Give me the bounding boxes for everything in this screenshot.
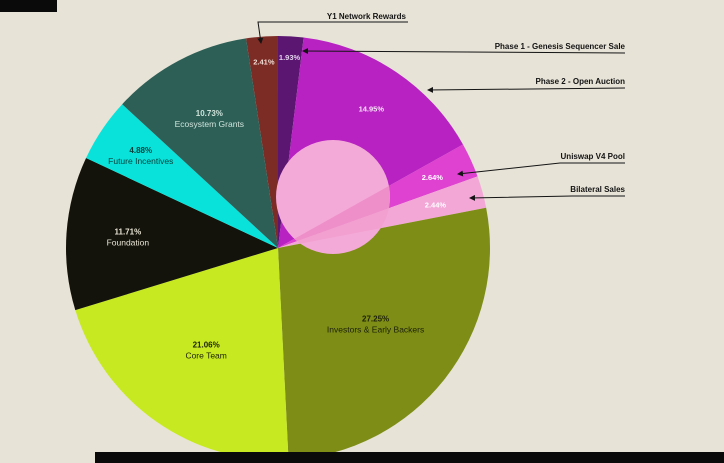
slice-percent-label: 27.25% bbox=[362, 315, 389, 324]
slice-percent-label: 21.06% bbox=[193, 340, 220, 349]
slice-percent-label: 4.88% bbox=[129, 146, 152, 155]
callout-label-uniswap-v4-pool: Uniswap V4 Pool bbox=[561, 152, 625, 161]
slice-percent-label: 2.44% bbox=[425, 200, 447, 209]
slice-percent-label: 2.64% bbox=[422, 173, 444, 182]
slice-name-label: Foundation bbox=[107, 237, 150, 247]
pie-slice-investors-early-backers[interactable] bbox=[278, 207, 490, 460]
callout-label-phase-2-open-auction: Phase 2 - Open Auction bbox=[536, 77, 626, 86]
pie-slice-core-team[interactable] bbox=[75, 248, 289, 461]
screen-bottom-bar bbox=[95, 452, 724, 463]
slice-percent-label: 11.71% bbox=[115, 227, 142, 236]
slice-percent-label: 10.73% bbox=[196, 109, 223, 118]
pie-slice-foundation[interactable] bbox=[66, 157, 278, 311]
callout-line-bilateral-sales bbox=[469, 194, 625, 201]
callout-label-phase-1-genesis-sequencer-sale: Phase 1 - Genesis Sequencer Sale bbox=[495, 42, 626, 51]
pie-slice-ecosystem-grants[interactable] bbox=[122, 38, 279, 249]
pie-slice-future-incentives[interactable] bbox=[86, 104, 278, 248]
callout-label-bilateral-sales: Bilateral Sales bbox=[570, 185, 625, 194]
callout-label-y1-network-rewards: Y1 Network Rewards bbox=[327, 12, 407, 21]
callout-line-phase-1-genesis-sequencer-sale bbox=[302, 48, 626, 55]
slice-percent-label: 1.93% bbox=[279, 53, 301, 62]
callout-line-y1-network-rewards bbox=[257, 21, 408, 44]
slice-name-label: Future Incentives bbox=[108, 156, 173, 166]
screen-corner-notch bbox=[0, 0, 57, 12]
callout-line-uniswap-v4-pool bbox=[457, 162, 625, 177]
slice-percent-label: 14.95% bbox=[359, 104, 385, 113]
slice-name-label: Core Team bbox=[185, 350, 226, 360]
callout-line-phase-2-open-auction bbox=[427, 86, 626, 93]
slice-percent-label: 2.41% bbox=[253, 57, 275, 66]
slice-name-label: Ecosystem Grants bbox=[175, 119, 244, 129]
slice-name-label: Investors & Early Backers bbox=[327, 325, 424, 335]
inner-detail-wedge-uniswap bbox=[278, 169, 390, 248]
pie-slice-y1-network-rewards[interactable] bbox=[246, 36, 278, 248]
inner-detail-wedge-bilateral bbox=[278, 193, 390, 248]
